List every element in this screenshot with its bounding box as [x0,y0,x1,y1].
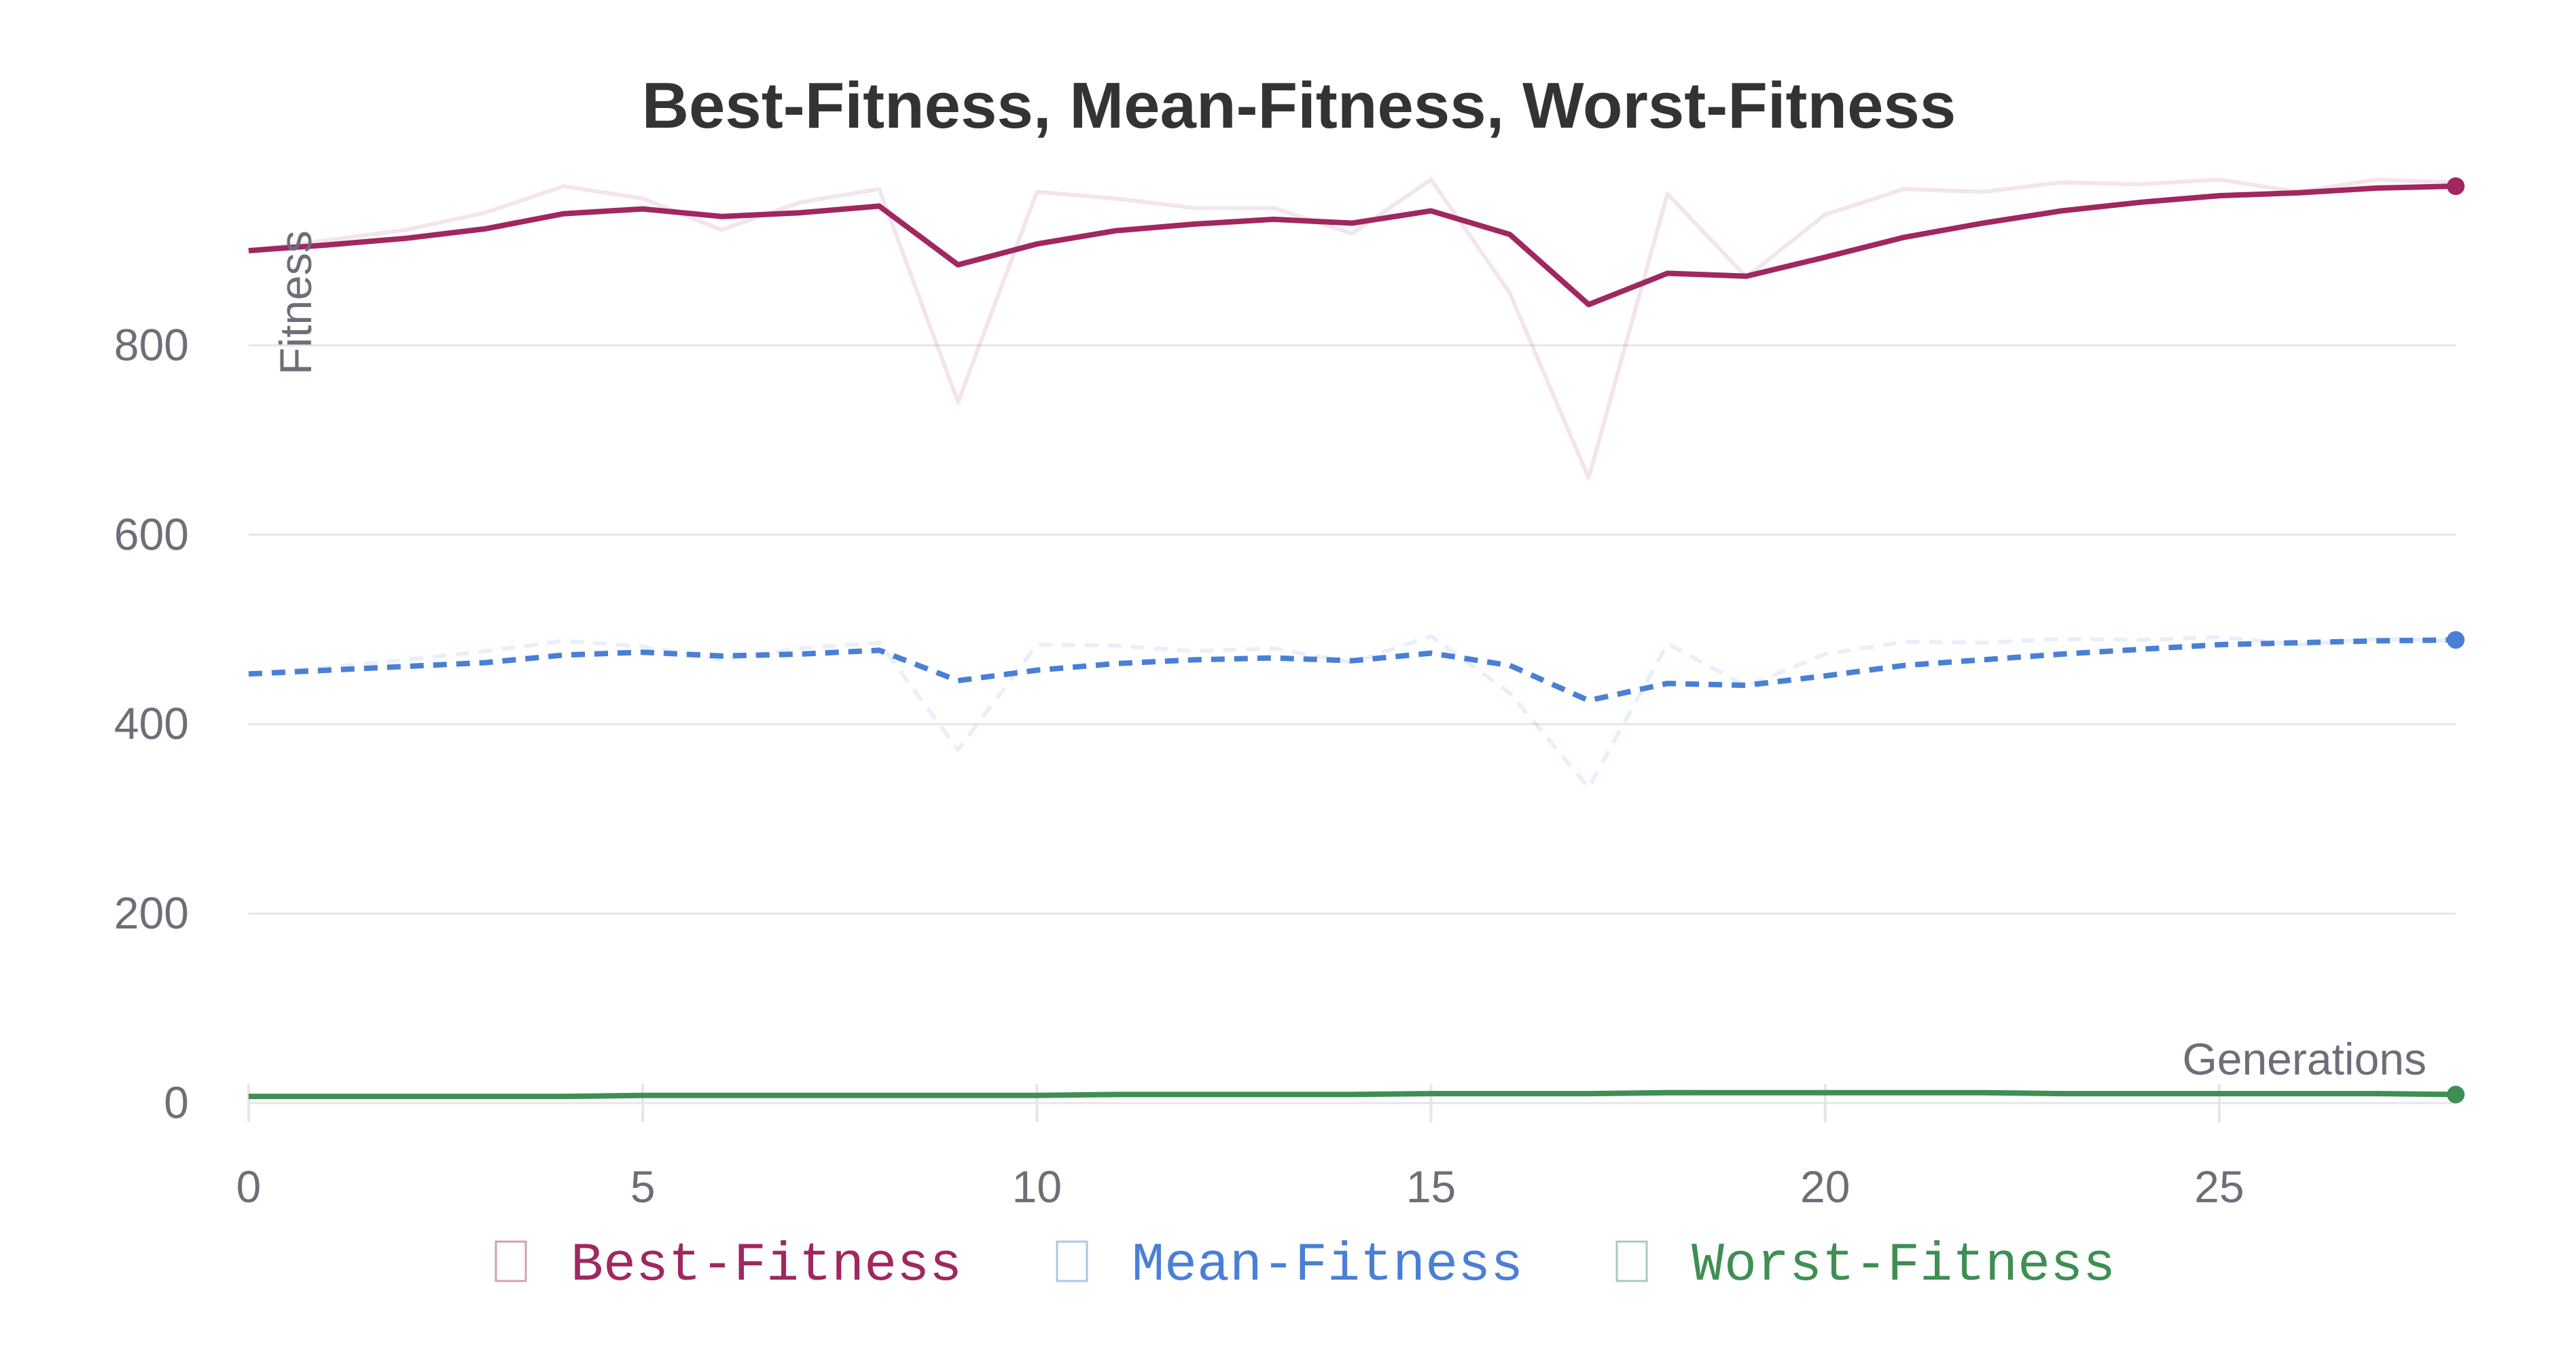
x-axis-ticks: 0 5 10 15 20 25 [236,1084,2244,1212]
best-fitness-line [248,183,2456,308]
x-tick-label-5: 5 [630,1161,656,1212]
x-tick-label-20: 20 [1800,1161,1850,1212]
y-axis-ticks: 0 200 400 600 800 [114,319,189,1128]
plot-area [248,177,2465,1104]
worst-fitness-legend-swatch [1615,1240,1648,1282]
y-tick-label-0: 0 [164,1077,189,1128]
y-tick-label-800: 800 [114,319,189,369]
mean-fitness-legend-swatch [1056,1240,1088,1282]
grid-lines [249,344,2456,1104]
x-axis-label: Generations [2182,1034,2427,1084]
best-fitness-raw-line [248,177,2456,480]
mean-fitness-raw-line [248,634,2456,790]
chart-title: Best-Fitness, Mean-Fitness, Worst-Fitnes… [642,69,1956,142]
y-tick-label-200: 200 [114,888,189,938]
mean-fitness-end-point [2447,631,2465,649]
worst-fitness-legend-label: Worst-Fitness [1692,1235,2115,1297]
x-tick-label-15: 15 [1406,1161,1456,1212]
best-fitness-end-point [2447,177,2465,196]
x-tick-label-0: 0 [236,1161,262,1212]
mean-fitness-line [248,637,2456,704]
legend: Best-Fitness Mean-Fitness Worst-Fitness [495,1235,2115,1297]
x-tick-label-10: 10 [1012,1161,1062,1212]
best-fitness-legend-label: Best-Fitness [571,1235,962,1297]
y-tick-label-400: 400 [114,698,189,748]
x-tick-label-25: 25 [2194,1161,2244,1212]
worst-fitness-end-point [2447,1085,2465,1104]
mean-fitness-legend-label: Mean-Fitness [1132,1235,1523,1297]
y-tick-label-600: 600 [114,509,189,559]
worst-fitness-line [249,1089,2456,1100]
y-axis-label: Fitness [270,230,321,375]
best-fitness-legend-swatch [495,1240,527,1282]
